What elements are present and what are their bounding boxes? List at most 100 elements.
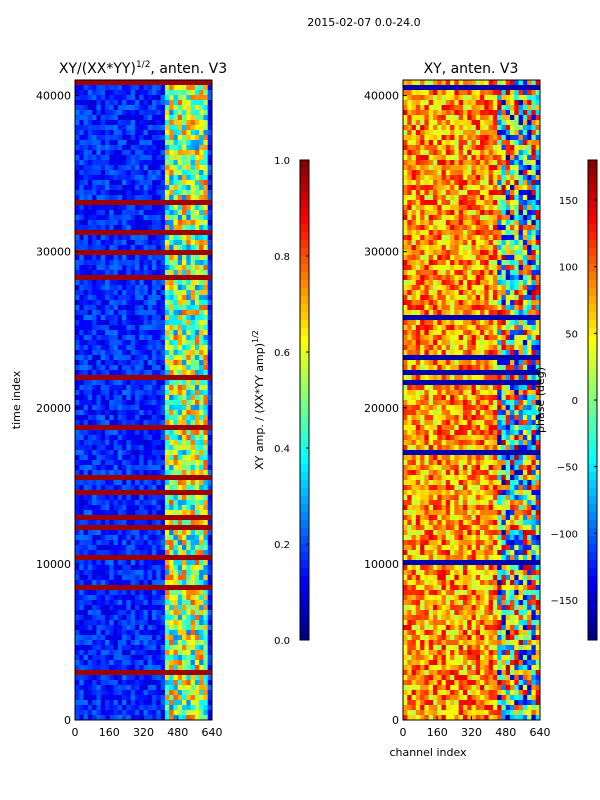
heatmap-cell	[147, 340, 153, 346]
heatmap-cell	[143, 445, 149, 451]
heatmap-cell	[87, 200, 93, 206]
heatmap-cell	[156, 305, 162, 311]
heatmap-cell	[514, 85, 519, 91]
heatmap-cell	[186, 565, 191, 571]
heatmap-cell	[134, 485, 140, 491]
heatmap-cell	[87, 370, 93, 376]
heatmap-cell	[169, 255, 174, 261]
heatmap-cell	[207, 645, 213, 651]
heatmap-cell	[173, 465, 179, 471]
heatmap-cell	[139, 455, 144, 461]
heatmap-cell	[156, 665, 162, 671]
heatmap-cell	[177, 675, 183, 681]
heatmap-cell	[203, 480, 209, 486]
heatmap-cell	[122, 120, 127, 126]
heatmap-cell	[134, 340, 140, 346]
heatmap-cell	[518, 90, 524, 96]
heatmap-cell	[160, 195, 166, 201]
heatmap-cell	[134, 310, 140, 316]
heatmap-cell	[164, 550, 170, 556]
heatmap-cell	[117, 480, 123, 486]
heatmap-cell	[467, 90, 472, 96]
heatmap-cell	[96, 210, 102, 216]
heatmap-cell	[92, 125, 97, 131]
heatmap-cell	[160, 185, 166, 191]
amplitude-panel-title: XY/(XX*YY)1/2, anten. V3	[59, 60, 227, 77]
heatmap-cell	[83, 355, 89, 361]
heatmap-cell	[152, 435, 157, 441]
heatmap-cell	[203, 600, 209, 606]
heatmap-cell	[182, 585, 187, 591]
heatmap-cell	[535, 115, 541, 121]
heatmap-cell	[173, 110, 179, 116]
heatmap-cell	[186, 90, 191, 96]
heatmap-cell	[450, 200, 455, 206]
heatmap-cell	[207, 265, 213, 271]
heatmap-cell	[169, 555, 174, 561]
heatmap-cell	[173, 475, 179, 481]
heatmap-cell	[492, 90, 498, 96]
heatmap-cell	[420, 130, 425, 136]
heatmap-cell	[113, 685, 119, 691]
heatmap-cell	[173, 470, 179, 476]
heatmap-cell	[100, 645, 106, 651]
heatmap-cell	[173, 445, 179, 451]
heatmap-cell	[83, 595, 89, 601]
heatmap-cell	[437, 185, 442, 191]
heatmap-cell	[152, 565, 157, 571]
heatmap-cell	[518, 120, 524, 126]
heatmap-cell	[96, 365, 102, 371]
heatmap-cell	[510, 155, 515, 161]
heatmap-cell	[152, 585, 157, 591]
heatmap-cell	[207, 280, 213, 286]
heatmap-cell	[152, 240, 157, 246]
heatmap-cell	[462, 105, 468, 111]
heatmap-cell	[203, 185, 209, 191]
heatmap-cell	[194, 325, 200, 331]
heatmap-cell	[182, 675, 187, 681]
heatmap-cell	[492, 195, 498, 201]
heatmap-cell	[424, 85, 430, 91]
heatmap-cell	[173, 340, 179, 346]
heatmap-cell	[130, 705, 136, 711]
heatmap-cell	[152, 170, 157, 176]
heatmap-cell	[454, 125, 460, 131]
heatmap-cell	[100, 130, 106, 136]
heatmap-cell	[203, 240, 209, 246]
heatmap-cell	[173, 710, 179, 716]
heatmap-cell	[139, 260, 144, 266]
heatmap-cell	[190, 235, 196, 241]
heatmap-cell	[96, 620, 102, 626]
heatmap-cell	[104, 450, 110, 456]
heatmap-cell	[164, 620, 170, 626]
heatmap-cell	[75, 540, 80, 546]
heatmap-cell	[134, 645, 140, 651]
heatmap-cell	[139, 595, 144, 601]
heatmap-cell	[87, 265, 93, 271]
heatmap-cell	[164, 295, 170, 301]
heatmap-cell	[117, 475, 123, 481]
heatmap-cell	[190, 275, 196, 281]
heatmap-cell	[182, 470, 187, 476]
heatmap-cell	[100, 605, 106, 611]
heatmap-cell	[420, 155, 425, 161]
heatmap-cell	[164, 450, 170, 456]
heatmap-cell	[173, 530, 179, 536]
heatmap-cell	[117, 250, 123, 256]
heatmap-cell	[100, 195, 106, 201]
heatmap-cell	[92, 440, 97, 446]
heatmap-cell	[83, 245, 89, 251]
heatmap-cell	[147, 260, 153, 266]
heatmap-cell	[134, 665, 140, 671]
heatmap-cell	[134, 305, 140, 311]
heatmap-cell	[207, 460, 213, 466]
heatmap-cell	[152, 560, 157, 566]
heatmap-cell	[156, 125, 162, 131]
heatmap-cell	[79, 560, 84, 566]
heatmap-cell	[113, 400, 119, 406]
heatmap-cell	[79, 495, 84, 501]
heatmap-cell	[104, 470, 110, 476]
heatmap-cell	[117, 135, 123, 141]
heatmap-cell	[522, 120, 528, 126]
heatmap-cell	[147, 360, 153, 366]
